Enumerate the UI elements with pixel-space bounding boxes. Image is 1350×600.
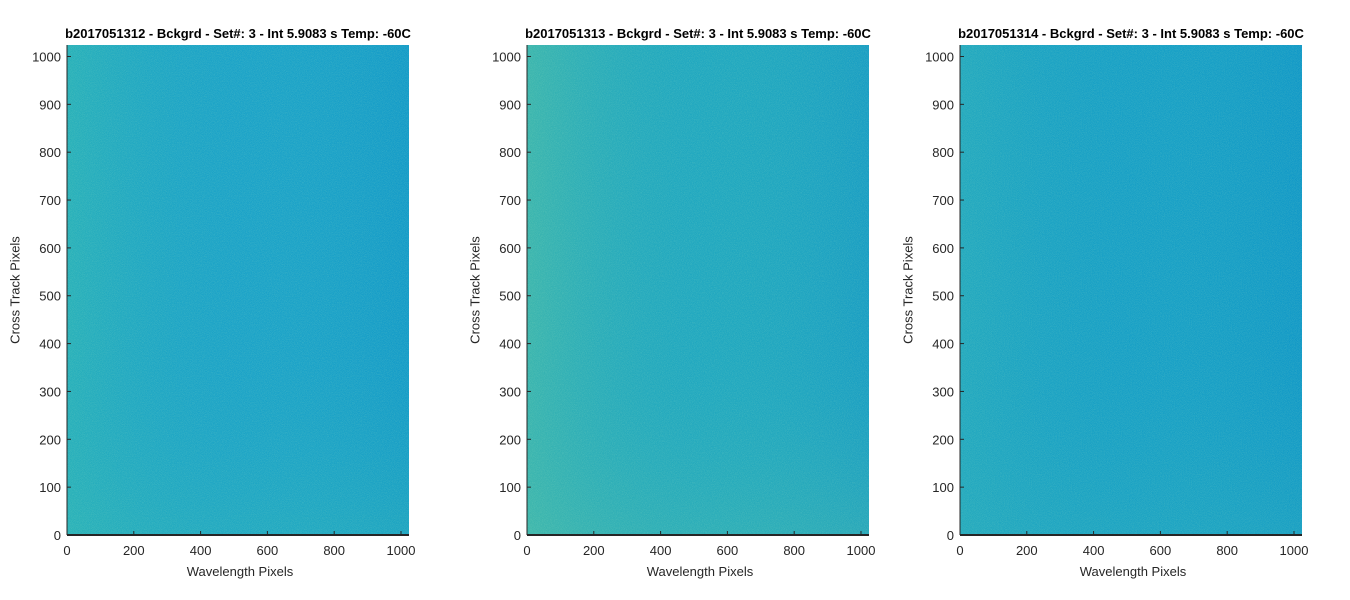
y-tick-label: 1000 [925, 49, 954, 64]
x-tick-label: 600 [257, 543, 279, 558]
y-tick-label: 600 [499, 241, 521, 256]
y-tick-label: 500 [39, 289, 61, 304]
y-tick-label: 500 [932, 289, 954, 304]
y-tick-label: 100 [39, 480, 61, 495]
chart-title: b2017051313 - Bckgrd - Set#: 3 - Int 5.9… [525, 26, 871, 41]
y-tick-label: 900 [932, 97, 954, 112]
x-tick-label: 800 [1216, 543, 1238, 558]
x-tick-label: 800 [783, 543, 805, 558]
y-tick-label: 400 [39, 337, 61, 352]
y-tick-label: 600 [39, 241, 61, 256]
y-tick-label: 0 [514, 528, 521, 543]
y-tick-label: 900 [39, 97, 61, 112]
y-tick-label: 800 [39, 145, 61, 160]
y-tick-label: 800 [932, 145, 954, 160]
x-tick-label: 600 [717, 543, 739, 558]
chart-title: b2017051314 - Bckgrd - Set#: 3 - Int 5.9… [958, 26, 1304, 41]
x-tick-label: 0 [523, 543, 530, 558]
x-axis-label: Wavelength Pixels [186, 564, 294, 579]
y-tick-label: 200 [932, 432, 954, 447]
x-tick-label: 800 [323, 543, 345, 558]
heatmap-image [960, 45, 1302, 535]
y-tick-label: 1000 [32, 49, 61, 64]
x-tick-label: 600 [1150, 543, 1172, 558]
x-tick-label: 400 [1083, 543, 1105, 558]
y-tick-label: 200 [39, 432, 61, 447]
y-tick-label: 800 [499, 145, 521, 160]
x-tick-label: 1000 [1280, 543, 1309, 558]
x-tick-label: 400 [650, 543, 672, 558]
x-tick-label: 1000 [387, 543, 416, 558]
heatmap-image [67, 45, 409, 535]
y-tick-label: 700 [499, 193, 521, 208]
x-tick-label: 200 [583, 543, 605, 558]
x-tick-label: 200 [1016, 543, 1038, 558]
chart-title: b2017051312 - Bckgrd - Set#: 3 - Int 5.9… [65, 26, 411, 41]
x-tick-label: 1000 [847, 543, 876, 558]
x-tick-label: 0 [63, 543, 70, 558]
x-axis-label: Wavelength Pixels [646, 564, 754, 579]
x-tick-label: 0 [956, 543, 963, 558]
y-tick-label: 500 [499, 289, 521, 304]
y-tick-label: 400 [932, 337, 954, 352]
y-tick-label: 300 [499, 384, 521, 399]
y-tick-label: 1000 [492, 49, 521, 64]
y-axis-label: Cross Track Pixels [900, 236, 916, 344]
y-tick-label: 100 [932, 480, 954, 495]
y-tick-label: 700 [932, 193, 954, 208]
y-tick-label: 900 [499, 97, 521, 112]
y-tick-label: 600 [932, 241, 954, 256]
y-tick-label: 300 [932, 384, 954, 399]
y-tick-label: 700 [39, 193, 61, 208]
y-tick-label: 100 [499, 480, 521, 495]
heatmap-image [527, 45, 869, 535]
y-tick-label: 200 [499, 432, 521, 447]
y-tick-label: 300 [39, 384, 61, 399]
x-tick-label: 400 [190, 543, 212, 558]
y-tick-label: 0 [947, 528, 954, 543]
x-tick-label: 200 [123, 543, 145, 558]
y-tick-label: 400 [499, 337, 521, 352]
x-axis-label: Wavelength Pixels [1079, 564, 1187, 579]
y-tick-label: 0 [54, 528, 61, 543]
